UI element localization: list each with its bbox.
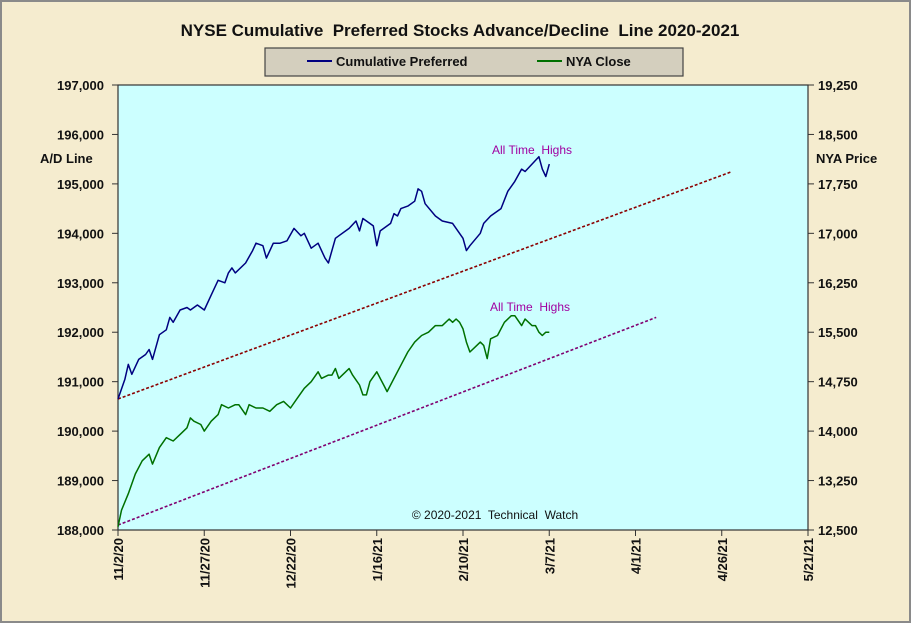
y-right-tick-label: 16,250 — [818, 276, 858, 291]
x-tick-label: 2/10/21 — [456, 538, 471, 581]
y-left-tick-label: 194,000 — [57, 226, 104, 241]
y-right-tick-label: 19,250 — [818, 78, 858, 93]
y-left-tick-label: 196,000 — [57, 127, 104, 142]
y-left-tick-label: 192,000 — [57, 325, 104, 340]
y-axis-right-title: NYA Price — [816, 151, 877, 166]
series-line-cumulative-preferred — [117, 155, 551, 400]
x-tick-label: 4/26/21 — [715, 538, 730, 581]
y-axis-left: 188,000 189,000 190,000 191,000 192,000 193,0… — [57, 78, 118, 538]
y-right-tick-label: 17,750 — [818, 177, 858, 192]
y-axis-left-title: A/D Line — [40, 151, 93, 166]
x-tick-label: 12/22/20 — [284, 538, 299, 589]
series-lines — [117, 155, 551, 527]
y-right-tick-label: 13,250 — [818, 474, 858, 489]
x-tick-label: 11/2/20 — [111, 538, 126, 581]
plot-area — [117, 84, 809, 531]
trendline-1 — [117, 316, 657, 526]
legend-label-1: NYA Close — [566, 54, 631, 69]
legend: Cumulative Preferred NYA Close — [264, 47, 684, 77]
y-right-tick-label: 12,500 — [818, 523, 858, 538]
y-axis-right: 12,500 13,250 14,000 14,750 15,500 16,250 17,0… — [808, 78, 858, 538]
y-right-tick-label: 18,500 — [818, 127, 858, 142]
y-left-tick-label: 191,000 — [57, 375, 104, 390]
annotation-ath-preferred: All Time Highs — [492, 143, 572, 157]
y-left-tick-label: 190,000 — [57, 424, 104, 439]
y-right-tick-label: 14,750 — [818, 375, 858, 390]
y-left-tick-label: 188,000 — [57, 523, 104, 538]
y-right-tick-label: 17,000 — [818, 226, 858, 241]
x-axis: 11/2/20 11/27/20 12/22/20 1/16/21 2/10/21 3/7… — [111, 530, 816, 589]
trendline-0 — [117, 170, 733, 400]
series-line-nya-close — [117, 314, 550, 527]
x-tick-label: 3/7/21 — [542, 538, 557, 574]
trendlines — [117, 170, 733, 526]
copyright-note: © 2020-2021 Technical Watch — [412, 508, 578, 522]
legend-box — [264, 47, 684, 77]
chart-title: NYSE Cumulative Preferred Stocks Advance… — [181, 21, 740, 40]
x-tick-label: 11/27/20 — [197, 538, 212, 588]
x-tick-label: 4/1/21 — [629, 538, 644, 574]
annotation-ath-nya: All Time Highs — [490, 300, 570, 314]
y-right-tick-label: 14,000 — [818, 424, 858, 439]
y-left-tick-label: 197,000 — [57, 78, 104, 93]
y-left-tick-label: 195,000 — [57, 177, 104, 192]
legend-label-0: Cumulative Preferred — [336, 54, 468, 69]
x-tick-label: 5/21/21 — [801, 538, 816, 581]
y-right-tick-label: 15,500 — [818, 325, 858, 340]
x-tick-label: 1/16/21 — [370, 538, 385, 581]
y-left-tick-label: 189,000 — [57, 474, 104, 489]
y-left-tick-label: 193,000 — [57, 276, 104, 291]
